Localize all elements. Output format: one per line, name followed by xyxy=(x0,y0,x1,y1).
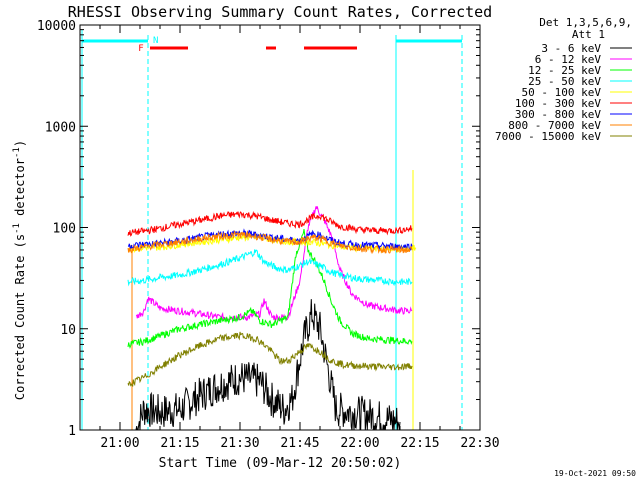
series-line-1 xyxy=(135,299,401,431)
x-tick-label-6: 22:15 xyxy=(400,436,439,451)
plot-frame xyxy=(79,24,481,431)
series-line-3 xyxy=(127,229,413,350)
y-axis-title-mid: detector xyxy=(13,158,27,223)
series-line-9 xyxy=(127,331,413,387)
legend-label-3: 12 - 25 keV xyxy=(528,64,601,77)
legend-header-line1: Det 1,3,5,6,9, xyxy=(539,16,632,29)
legend-label-7: 300 - 800 keV xyxy=(515,108,601,121)
axes: 10000 1000 100 10 1 21:00 21:15 21:30 21:45 22:00… xyxy=(37,19,500,451)
series-line-6 xyxy=(127,210,413,237)
legend-label-2: 6 - 12 keV xyxy=(535,53,602,66)
legend-header-line2: Att 1 xyxy=(572,28,605,41)
x-tick-label-3: 21:30 xyxy=(220,436,259,451)
legend-label-4: 25 - 50 keV xyxy=(528,75,601,88)
flag-F-label: F xyxy=(138,44,143,54)
y-tick-label-1: 10000 xyxy=(37,19,76,34)
y-axis-label: Corrected Count Rate (s-1 detector-1) xyxy=(12,140,27,400)
y-axis-title-main: Corrected Count Rate (s xyxy=(13,234,27,400)
plot-area: FN xyxy=(81,30,463,431)
y-axis-title-sup1: -1 xyxy=(12,223,22,234)
series-line-4 xyxy=(127,249,413,287)
y-axis-title-end: ) xyxy=(13,140,27,147)
series-line-7 xyxy=(127,228,413,252)
x-tick-label-1: 21:00 xyxy=(100,436,139,451)
series-line-2 xyxy=(135,206,413,323)
footer-date: 19-Oct-2021 09:50 xyxy=(554,469,636,478)
y-tick-label-5: 1 xyxy=(68,424,76,439)
legend-label-9: 7000 - 15000 keV xyxy=(495,130,601,143)
x-tick-label-5: 22:00 xyxy=(340,436,379,451)
y-axis-title-sup2: -1 xyxy=(12,147,22,158)
y-tick-label-4: 10 xyxy=(60,323,76,338)
legend-label-5: 50 - 100 keV xyxy=(522,86,602,99)
y-axis-title: Corrected Count Rate (s-1 detector-1) xyxy=(12,140,27,400)
x-tick-label-2: 21:15 xyxy=(160,436,199,451)
y-tick-label-2: 1000 xyxy=(45,120,76,135)
legend-label-8: 800 - 7000 keV xyxy=(508,119,601,132)
legend-label-6: 100 - 300 keV xyxy=(515,97,601,110)
chart-title: RHESSI Observing Summary Count Rates, Co… xyxy=(68,3,492,21)
x-tick-label-7: 22:30 xyxy=(460,436,499,451)
x-axis-label: Start Time (09-Mar-12 20:50:02) xyxy=(159,456,402,471)
x-tick-label-4: 21:45 xyxy=(280,436,319,451)
y-tick-label-3: 100 xyxy=(53,222,76,237)
series-line-8 xyxy=(127,229,413,254)
flag-N-label: N xyxy=(153,36,158,46)
legend-label-1: 3 - 6 keV xyxy=(541,42,601,55)
